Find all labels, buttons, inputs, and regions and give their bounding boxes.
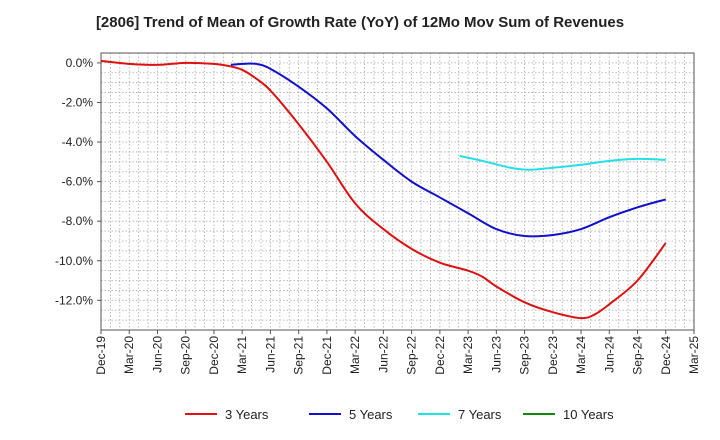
legend-label-3-years: 3 Years	[225, 407, 269, 422]
x-tick-label: Dec-19	[94, 336, 108, 375]
legend-label-5-years: 5 Years	[349, 407, 393, 422]
x-tick-label: Dec-24	[659, 336, 673, 375]
chart-title: [2806] Trend of Mean of Growth Rate (YoY…	[95, 14, 625, 31]
x-tick-label: Sep-22	[405, 336, 419, 375]
x-tick-label: Sep-20	[179, 336, 193, 375]
y-tick-label: -4.0%	[62, 135, 94, 149]
x-tick-label: Dec-22	[433, 336, 447, 375]
x-tick-label: Mar-25	[687, 336, 701, 374]
x-tick-label: Jun-20	[150, 336, 164, 373]
x-tick-label: Dec-20	[207, 336, 221, 375]
y-tick-label: -6.0%	[62, 175, 94, 189]
y-tick-label: -8.0%	[62, 214, 94, 228]
x-tick-label: Dec-21	[320, 336, 334, 375]
series-line-7-years	[459, 154, 666, 171]
x-tick-label: Dec-23	[546, 336, 560, 375]
x-tick-label: Mar-21	[235, 336, 249, 374]
series-line-5-years	[230, 62, 667, 238]
series-line-3-years	[100, 59, 667, 320]
x-tick-label: Jun-24	[602, 336, 616, 373]
plot-border	[100, 52, 695, 331]
x-tick-label: Sep-21	[292, 336, 306, 375]
x-tick-label: Mar-23	[461, 336, 475, 374]
x-tick-label: Sep-23	[518, 336, 532, 375]
y-tick-label: -12.0%	[55, 293, 93, 307]
x-tick-label: Mar-24	[574, 336, 588, 374]
legend-label-7-years: 7 Years	[458, 407, 502, 422]
y-tick-label: 0.0%	[66, 56, 94, 70]
x-tick-label: Mar-22	[348, 336, 362, 374]
y-tick-label: -10.0%	[55, 254, 93, 268]
y-tick-label: -2.0%	[62, 95, 94, 109]
x-tick-label: Jun-22	[376, 336, 390, 373]
x-tick-label: Jun-23	[489, 336, 503, 373]
x-tick-label: Sep-24	[631, 336, 645, 375]
x-tick-label: Jun-21	[263, 336, 277, 373]
x-tick-label: Mar-20	[122, 336, 136, 374]
legend-label-10-years: 10 Years	[563, 407, 614, 422]
